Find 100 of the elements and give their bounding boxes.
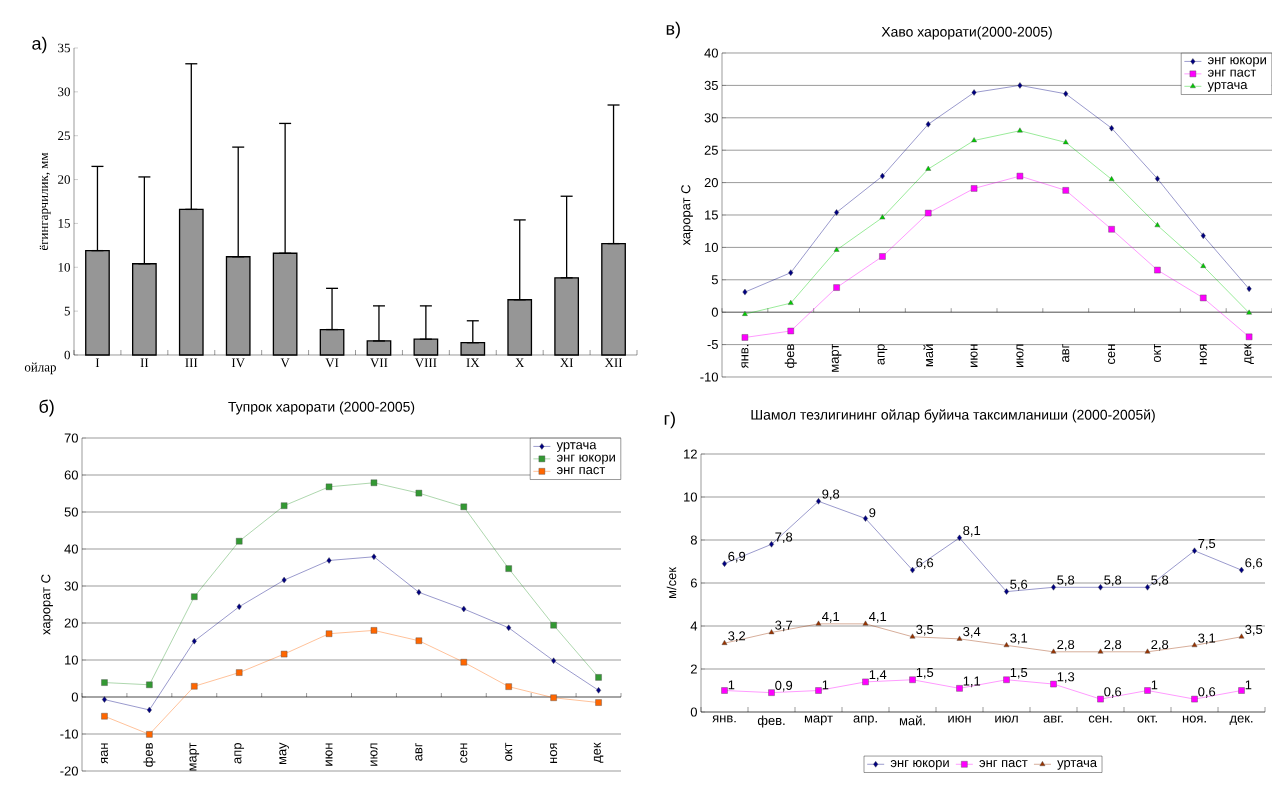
y-tick-label: 10 — [65, 655, 78, 665]
point — [1050, 648, 1057, 654]
point — [281, 576, 287, 584]
y-tick-label: 10 — [705, 242, 718, 252]
point — [370, 479, 378, 486]
x-tick-label: дек. — [1229, 715, 1253, 726]
x-tick-label: сен. — [1088, 715, 1112, 723]
data-label: 3,5 — [916, 624, 934, 636]
data-label: 1 — [1151, 680, 1158, 690]
point — [742, 310, 748, 316]
data-label: 7,8 — [775, 532, 793, 544]
point — [879, 253, 886, 260]
x-tick-label: июл — [995, 715, 1018, 723]
x-tick-label: XI — [560, 358, 574, 367]
point — [550, 622, 557, 629]
x-tick-label: окт. — [1137, 715, 1157, 723]
y-tick-label: 70 — [64, 433, 78, 443]
point — [768, 629, 775, 635]
x-tick-label: дек — [1244, 343, 1254, 365]
x-tick-label: июн — [325, 743, 333, 766]
point — [909, 633, 916, 639]
data-label: 3,1 — [1198, 633, 1216, 645]
point — [1003, 642, 1010, 648]
point — [971, 137, 977, 143]
point — [1062, 187, 1069, 194]
data-label: 4,1 — [822, 612, 840, 623]
point — [460, 503, 467, 511]
point — [1004, 588, 1009, 595]
data-label: 3,5 — [1245, 624, 1263, 636]
point — [371, 553, 377, 560]
x-tick-label: июн — [948, 715, 971, 723]
x-tick-label: VII — [370, 358, 388, 368]
point — [595, 674, 602, 681]
data-label: 1 — [728, 680, 735, 690]
point — [191, 593, 198, 600]
text: в) — [666, 21, 680, 39]
point — [788, 269, 794, 276]
data-label: 0,9 — [775, 680, 793, 692]
data-label: 2,8 — [1057, 639, 1075, 651]
point — [833, 246, 840, 252]
point — [1144, 648, 1151, 654]
point — [505, 683, 512, 690]
y-tick-label: 10 — [684, 492, 697, 502]
point — [506, 624, 512, 632]
y-tick-label: -20 — [60, 766, 78, 776]
point — [862, 678, 869, 686]
data-label: 2,8 — [1151, 639, 1169, 651]
point — [325, 630, 333, 637]
x-tick-label: мау — [279, 742, 289, 765]
point — [971, 89, 977, 96]
chart-title: Тупрок харорати (2000-2005) — [228, 401, 415, 415]
point — [550, 694, 557, 701]
x-tick-label: фев — [143, 743, 156, 767]
x-tick-label: ноя. — [1182, 715, 1206, 723]
point — [721, 687, 728, 694]
x-tick-label: II — [140, 358, 149, 367]
point — [1003, 676, 1010, 683]
point — [1192, 547, 1197, 554]
point — [862, 620, 869, 626]
data-label: 5,8 — [1057, 575, 1075, 587]
point — [146, 706, 152, 714]
x-tick-label: июн — [970, 344, 978, 367]
point — [1238, 633, 1245, 639]
y-tick-label: 30 — [58, 87, 70, 97]
point — [236, 538, 243, 545]
data-label: 1,5 — [916, 667, 934, 679]
x-tick-label: апр — [234, 743, 245, 764]
x-tick-label: июл — [370, 743, 378, 766]
point — [1145, 584, 1150, 591]
point — [787, 327, 794, 335]
point — [1154, 175, 1160, 182]
x-tick-label: XII — [604, 358, 623, 367]
x-tick-label: апр. — [853, 715, 877, 726]
point — [1051, 584, 1056, 591]
chart-title: Шамол тезлигининг ойлар буйича таксимланиши (2000-2005й) — [751, 409, 1155, 423]
point — [1238, 687, 1245, 694]
y-tick-label: 40 — [704, 48, 718, 58]
x-tick-label: X — [515, 358, 525, 367]
point — [1097, 695, 1104, 703]
point — [1144, 687, 1151, 694]
point — [416, 589, 422, 596]
point — [1017, 82, 1023, 89]
point — [1154, 266, 1161, 274]
data-label: 5,8 — [1151, 575, 1169, 587]
point — [102, 696, 107, 703]
point — [834, 209, 840, 216]
point — [595, 699, 602, 706]
point — [146, 681, 153, 688]
x-axis-title: ойлар — [24, 362, 56, 375]
data-label: 4,1 — [869, 612, 887, 623]
data-label: 6,6 — [916, 558, 934, 569]
legend-label: энг юкори — [1207, 57, 1266, 67]
x-tick-label: I — [95, 358, 100, 367]
y-tick-label: -10 — [60, 729, 78, 739]
x-tick-label: март — [831, 343, 842, 372]
y-tick-label: 0 — [71, 692, 78, 702]
x-tick-label: IX — [466, 358, 480, 367]
data-label: 6,6 — [1245, 558, 1263, 569]
y-tick-label: 30 — [704, 113, 718, 123]
x-tick-label: IV — [231, 358, 245, 368]
